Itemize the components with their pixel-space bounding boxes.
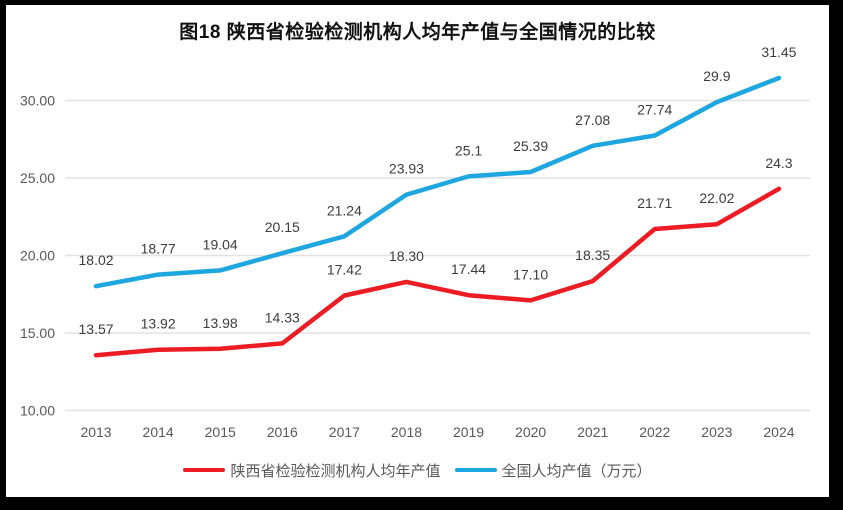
chart-legend: 陕西省检验检测机构人均年产值 全国人均产值（万元） xyxy=(6,455,829,485)
chart-title: 图18 陕西省检验检测机构人均年产值与全国情况的比较 xyxy=(179,22,656,43)
x-axis-tick-label: 2014 xyxy=(143,424,174,440)
data-label: 22.02 xyxy=(699,190,734,206)
data-label: 17.44 xyxy=(451,261,486,277)
data-label: 13.57 xyxy=(79,321,114,337)
x-axis-tick-label: 2020 xyxy=(515,424,546,440)
legend-line-swatch-red xyxy=(183,468,226,472)
data-label: 20.15 xyxy=(265,219,300,235)
data-label: 17.10 xyxy=(513,266,548,282)
x-axis-tick-label: 2015 xyxy=(205,424,236,440)
data-label: 31.45 xyxy=(761,44,796,60)
data-label: 13.92 xyxy=(141,316,176,332)
data-label: 18.77 xyxy=(141,241,176,257)
data-label: 23.93 xyxy=(389,161,424,177)
x-axis-tick-label: 2024 xyxy=(763,424,794,440)
y-axis-tick-label: 25.00 xyxy=(20,170,55,186)
x-axis-tick-label: 2023 xyxy=(701,424,732,440)
data-label: 17.42 xyxy=(327,261,362,277)
data-label: 13.98 xyxy=(203,315,238,331)
data-label: 29.9 xyxy=(703,68,730,84)
legend-item-national: 全国人均产值（万元） xyxy=(454,460,652,481)
x-axis-tick-label: 2022 xyxy=(639,424,670,440)
series-line-shaanxi xyxy=(93,186,782,358)
data-label: 19.04 xyxy=(203,236,238,252)
data-label: 25.1 xyxy=(455,142,482,158)
y-axis-tick-label: 30.00 xyxy=(20,93,55,109)
data-label: 21.24 xyxy=(327,202,362,218)
chart-canvas: 图18 陕西省检验检测机构人均年产值与全国情况的比较 10.00 15.00 20.… xyxy=(6,5,829,497)
data-label: 27.74 xyxy=(637,102,672,118)
data-label: 18.30 xyxy=(389,248,424,264)
data-label: 25.39 xyxy=(513,138,548,154)
data-label: 14.33 xyxy=(265,309,300,325)
data-label: 18.35 xyxy=(575,247,610,263)
legend-label-shaanxi: 陕西省检验检测机构人均年产值 xyxy=(230,462,441,480)
x-axis-tick-label: 2019 xyxy=(453,424,484,440)
y-axis-tick-label: 10.00 xyxy=(20,403,55,419)
x-axis-tick-label: 2017 xyxy=(329,424,360,440)
legend-line-swatch-blue xyxy=(454,468,497,472)
y-axis-tick-label: 20.00 xyxy=(20,248,55,264)
x-axis-tick-label: 2016 xyxy=(267,424,298,440)
x-axis-tick-label: 2018 xyxy=(391,424,422,440)
data-label: 18.02 xyxy=(79,252,114,268)
plot-area: 10.00 15.00 20.00 25.00 30.00 2013 2014 2015 201… xyxy=(20,44,810,440)
legend-item-shaanxi: 陕西省检验检测机构人均年产值 xyxy=(183,460,441,481)
y-axis-tick-label: 15.00 xyxy=(20,325,55,341)
data-label: 27.08 xyxy=(575,112,610,128)
series-line-national xyxy=(93,75,782,289)
data-label: 24.3 xyxy=(765,155,792,171)
x-axis-tick-label: 2013 xyxy=(80,424,111,440)
data-label: 21.71 xyxy=(637,195,672,211)
x-axis-tick-label: 2021 xyxy=(577,424,608,440)
legend-label-national: 全国人均产值（万元） xyxy=(501,462,652,480)
